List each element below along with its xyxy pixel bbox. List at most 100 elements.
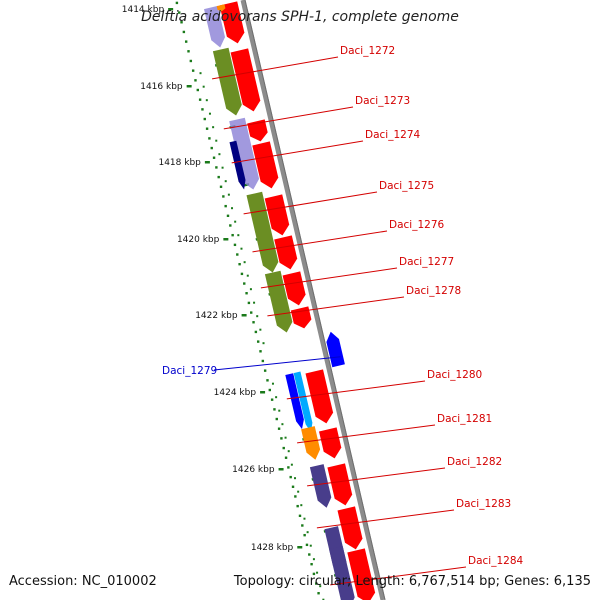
genome-backbone-shadow: [244, 0, 386, 600]
scale-tick: [280, 437, 283, 440]
scale-major-tick: [241, 314, 247, 317]
outer-dot: [243, 261, 246, 264]
accession-text: Accession: NC_010002: [9, 574, 157, 589]
gene-leader-line: [297, 424, 436, 444]
scale-tick: [222, 195, 225, 198]
scale-tick: [231, 233, 234, 237]
cds-arrow-red[interactable]: [327, 463, 353, 506]
scale-tick: [224, 204, 227, 208]
gene-label[interactable]: Daci_1276: [389, 219, 445, 231]
scale-tick: [243, 282, 246, 285]
scale-tick: [233, 243, 237, 247]
outer-dot: [309, 544, 312, 547]
gene-label[interactable]: Daci_1272: [340, 45, 395, 57]
map-title: Delftia acidovorans SPH-1, complete geno…: [141, 9, 459, 25]
gene-label[interactable]: Daci_1273: [355, 95, 410, 107]
outer-dot: [218, 153, 221, 156]
scale-tick: [219, 185, 223, 188]
outer-dot: [306, 531, 309, 534]
gene-label[interactable]: Daci_1282: [447, 456, 502, 468]
scale-tick: [175, 1, 179, 5]
scale-tick: [217, 175, 220, 179]
cds-arrow-red[interactable]: [230, 48, 261, 112]
cds-arrow-blue[interactable]: [285, 373, 304, 430]
gene-leader-line: [260, 267, 398, 289]
outer-dot: [300, 504, 303, 507]
gene-label[interactable]: Daci_1275: [379, 180, 434, 192]
gene-label[interactable]: Daci_1281: [437, 413, 492, 425]
scale-tick: [263, 369, 267, 372]
outer-dot: [249, 288, 252, 291]
scale-tick: [277, 427, 281, 430]
cds-arrow-orange[interactable]: [301, 426, 321, 460]
cds-arrow-daci-1279[interactable]: [326, 331, 345, 368]
scale-tick: [215, 166, 218, 169]
gene-leader-line: [252, 230, 388, 253]
scale-tick: [270, 398, 274, 401]
cds-arrow-red[interactable]: [290, 306, 312, 329]
outer-dot: [281, 423, 284, 426]
scale-tick: [194, 79, 197, 82]
outer-dot: [259, 328, 262, 331]
cds-arrow-red[interactable]: [274, 235, 298, 270]
outer-dot: [303, 517, 306, 520]
cds-arrow-slate[interactable]: [309, 464, 332, 508]
gene-label[interactable]: Daci_1284: [468, 555, 524, 567]
cds-arrow-red[interactable]: [282, 271, 306, 306]
gene-leader-line: [316, 509, 455, 529]
scale-major-tick: [223, 238, 229, 241]
scale-major-tick: [204, 161, 210, 164]
cds-arrow-orange[interactable]: [216, 4, 226, 12]
scale-tick: [238, 262, 241, 266]
scale-tick: [184, 40, 188, 43]
gene-label[interactable]: Daci_1280: [427, 369, 482, 381]
cds-arrow-olive[interactable]: [212, 47, 242, 116]
outer-dot: [256, 315, 259, 318]
cds-arrow-red[interactable]: [347, 548, 376, 600]
scale-major-tick: [297, 546, 303, 549]
cds-arrow-red[interactable]: [305, 369, 334, 424]
gene-label[interactable]: Daci_1278: [406, 285, 461, 297]
cds-arrow-red[interactable]: [319, 427, 342, 459]
outer-dot: [297, 490, 300, 493]
scale-tick: [208, 137, 211, 140]
scale-tick: [229, 224, 232, 227]
scale-tick: [236, 253, 239, 256]
outer-dot: [294, 477, 297, 480]
outer-dot: [316, 571, 319, 574]
scale-tick: [178, 11, 181, 14]
cds-arrow-navy[interactable]: [229, 140, 246, 190]
scale-tick: [256, 340, 260, 343]
outer-dot: [287, 450, 290, 453]
cds-arrow-red[interactable]: [219, 1, 245, 44]
scale-label: 1426 kbp: [232, 465, 275, 475]
outer-dot: [202, 85, 205, 88]
scale-tick: [317, 592, 320, 595]
cds-arrow-red[interactable]: [337, 506, 363, 550]
backbone-layer: [240, 0, 386, 600]
scale-tick: [275, 417, 278, 421]
scale-tick: [284, 456, 288, 459]
scale-tick: [250, 311, 253, 314]
scale-tick: [268, 388, 271, 392]
gene-label[interactable]: Daci_1283: [456, 498, 511, 510]
gene-label[interactable]: Daci_1274: [365, 129, 421, 141]
gene-label[interactable]: Daci_1279: [162, 365, 217, 377]
cds-arrow-lavender[interactable]: [204, 5, 225, 48]
cds-arrow-lavender[interactable]: [229, 117, 260, 190]
cds-arrow-red[interactable]: [264, 194, 290, 236]
scale-tick: [259, 350, 262, 353]
gene-label[interactable]: Daci_1277: [399, 256, 454, 268]
scale-tick: [289, 475, 292, 479]
cds-arrow-red[interactable]: [252, 141, 279, 189]
scale-major-tick: [186, 85, 192, 88]
scale-label: 1428 kbp: [251, 543, 294, 553]
cds-arrow-red[interactable]: [247, 119, 268, 142]
scale-tick: [273, 408, 276, 411]
scale-label: 1414 kbp: [122, 5, 165, 15]
cds-arrow-slate[interactable]: [329, 546, 355, 600]
outer-dot: [237, 234, 240, 237]
outer-dot: [215, 139, 218, 142]
cds-arrow-cyan[interactable]: [293, 371, 313, 433]
scale-tick: [282, 446, 285, 450]
